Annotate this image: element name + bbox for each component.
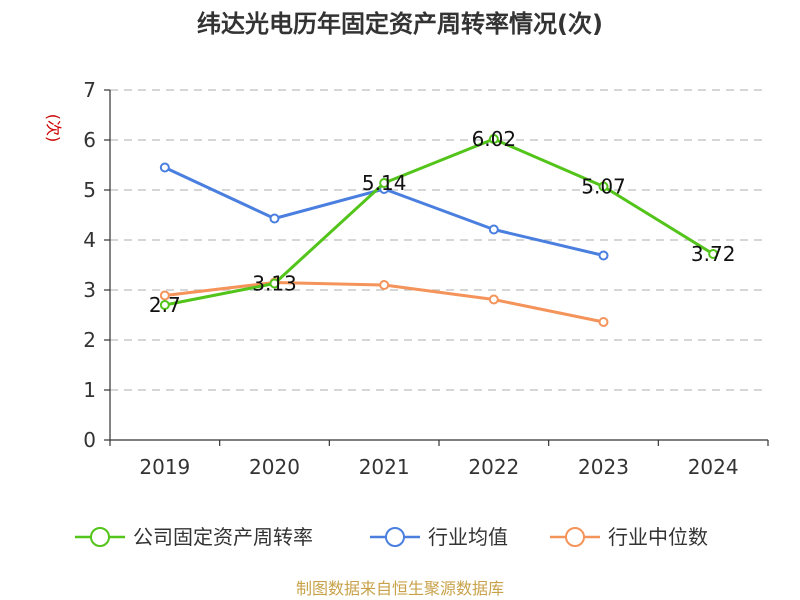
data-label: 5.07 [581, 175, 626, 199]
x-tick-label: 2022 [468, 455, 519, 479]
x-tick-label: 2019 [139, 455, 190, 479]
data-point [598, 250, 609, 261]
chart-title: 纬达光电历年固定资产周转率情况(次) [197, 10, 603, 38]
data-point [269, 278, 280, 289]
y-tick-label: 0 [83, 428, 96, 452]
y-tick-label: 4 [83, 228, 96, 252]
y-tick-label: 6 [83, 128, 96, 152]
grid-lines [110, 89, 768, 391]
legend-label: 公司固定资产周转率 [133, 525, 313, 549]
legend-item[interactable]: 公司固定资产周转率 [75, 525, 313, 549]
x-tick-label: 2020 [249, 455, 300, 479]
x-tick-label: 2021 [359, 455, 410, 479]
data-point [708, 249, 719, 259]
source-note: 制图数据来自恒生聚源数据库 [296, 579, 504, 598]
x-tick-label: 2024 [688, 455, 739, 479]
x-tick-label: 2023 [578, 455, 629, 479]
data-point [269, 213, 280, 224]
data-point [379, 178, 390, 188]
series-line [164, 137, 714, 307]
data-point [488, 134, 499, 144]
axes: 0 1 2 3 4 5 6 7 2019 2020 2021 2022 2023 2024 [83, 78, 769, 479]
data-point [379, 280, 390, 290]
legend-item[interactable]: 行业均值 [370, 525, 508, 549]
data-point [159, 162, 170, 173]
y-tick-label: 3 [83, 278, 96, 302]
y-tick-label: 2 [83, 328, 96, 352]
data-point [159, 300, 170, 310]
data-point [488, 294, 499, 305]
legend-label: 行业中位数 [608, 525, 708, 549]
data-point [598, 181, 609, 192]
legend-marker [565, 527, 585, 547]
data-label: 3.72 [691, 242, 736, 266]
data-point [488, 224, 499, 235]
legend-marker [385, 527, 405, 547]
legend[interactable]: 公司固定资产周转率 行业均值 行业中位数 [75, 525, 708, 549]
legend-item[interactable]: 行业中位数 [550, 525, 708, 549]
data-label: 6.02 [472, 127, 517, 151]
y-tick-label: 5 [83, 178, 96, 202]
data-point [159, 290, 170, 301]
data-label: 2.7 [149, 293, 181, 317]
data-labels: 2.7 3.13 5.14 6.02 5.07 3.72 [149, 127, 736, 317]
data-point [598, 317, 609, 327]
series-group [159, 134, 719, 327]
data-label: 3.13 [252, 272, 297, 296]
y-tick-label: 7 [83, 78, 96, 102]
y-tick-label: 1 [83, 378, 96, 402]
legend-label: 行业均值 [428, 525, 508, 549]
legend-marker [90, 527, 110, 547]
y-axis-label: (次) [44, 114, 63, 143]
data-label: 5.14 [362, 171, 407, 195]
